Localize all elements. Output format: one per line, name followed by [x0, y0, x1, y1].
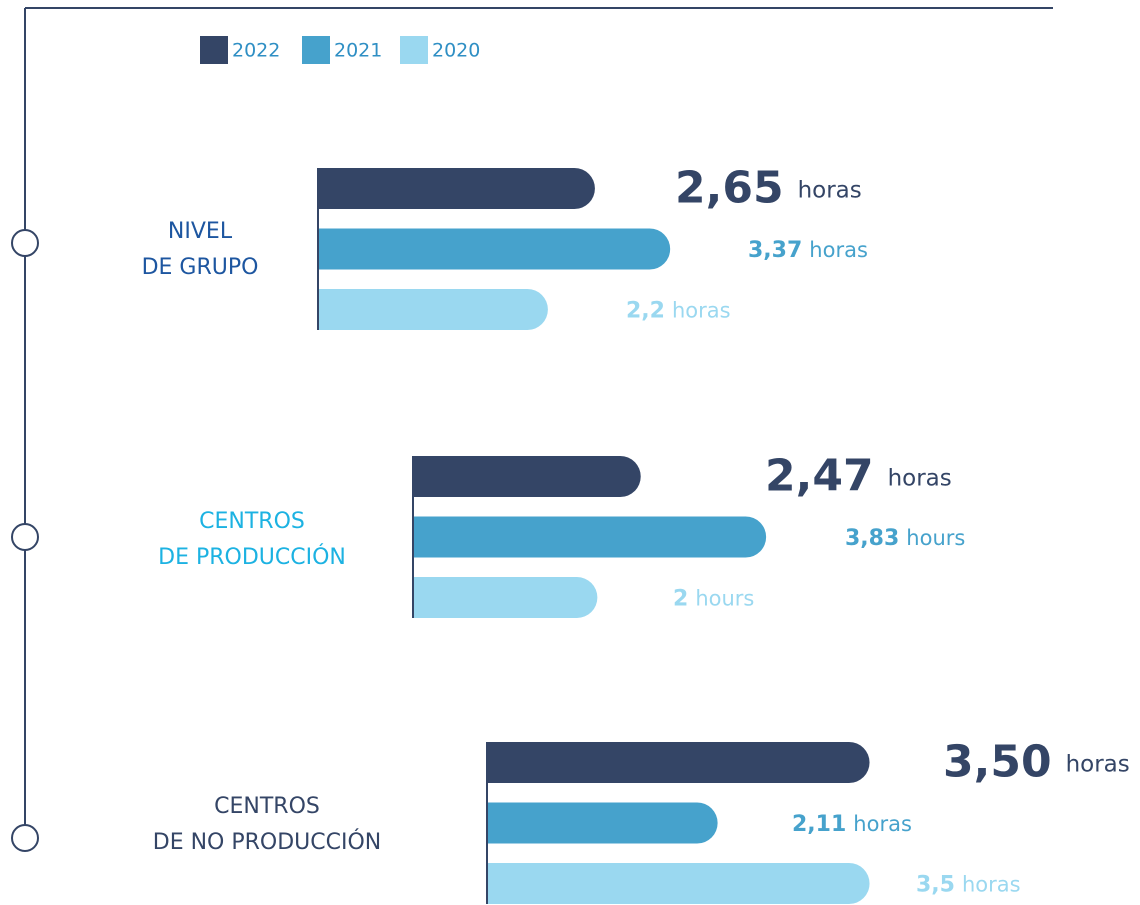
data-label: 2,11 horas — [792, 812, 912, 837]
data-label: 2,65 horas — [675, 163, 862, 214]
unit-label: horas — [798, 177, 862, 203]
data-label: 3,5 horas — [916, 873, 1021, 898]
value-label: 2,47 — [765, 451, 874, 502]
unit-label: horas — [809, 238, 868, 262]
value-label: 2 — [673, 587, 688, 612]
unit-label: horas — [962, 873, 1021, 897]
value-label: 3,37 — [748, 238, 802, 263]
bar — [413, 456, 641, 497]
data-label: 3,37 horas — [748, 238, 868, 263]
timeline-dot — [11, 523, 39, 551]
bar — [487, 863, 870, 904]
unit-label: horas — [853, 812, 912, 836]
category-label: CENTROS — [214, 794, 320, 819]
legend-swatch — [200, 36, 228, 64]
data-label: 2,47 horas — [765, 451, 952, 502]
legend-swatch — [400, 36, 428, 64]
unit-label: horas — [1066, 751, 1130, 777]
unit-label: hours — [906, 526, 965, 550]
category-label: CENTROS — [199, 509, 305, 534]
value-label: 2,65 — [675, 163, 784, 214]
data-label: 2 hours — [673, 587, 754, 612]
bar — [318, 289, 548, 330]
value-label: 3,83 — [845, 526, 899, 551]
bar — [413, 516, 767, 558]
value-label: 3,50 — [943, 737, 1052, 788]
category-label: DE GRUPO — [142, 255, 259, 280]
value-label: 2,2 — [626, 299, 665, 324]
value-label: 3,5 — [916, 873, 955, 898]
category-label: DE NO PRODUCCIÓN — [153, 829, 382, 855]
data-label: 2,2 horas — [626, 299, 731, 324]
data-label: 3,50 horas — [943, 737, 1130, 788]
value-label: 2,11 — [792, 812, 846, 837]
bar — [318, 168, 595, 209]
legend-swatch — [302, 36, 330, 64]
legend-label: 2020 — [432, 40, 480, 62]
unit-label: hours — [695, 587, 754, 611]
data-label: 3,83 hours — [845, 526, 965, 551]
bar — [318, 228, 671, 270]
bar — [487, 742, 870, 783]
timeline-dot — [11, 229, 39, 257]
legend-label: 2021 — [334, 40, 382, 62]
legend-label: 2022 — [232, 40, 280, 62]
bar — [413, 577, 598, 618]
category-label: DE PRODUCCIÓN — [158, 544, 346, 570]
bar — [487, 802, 718, 844]
category-label: NIVEL — [168, 219, 233, 244]
timeline-dot — [11, 824, 39, 852]
unit-label: horas — [672, 299, 731, 323]
unit-label: horas — [888, 465, 952, 491]
